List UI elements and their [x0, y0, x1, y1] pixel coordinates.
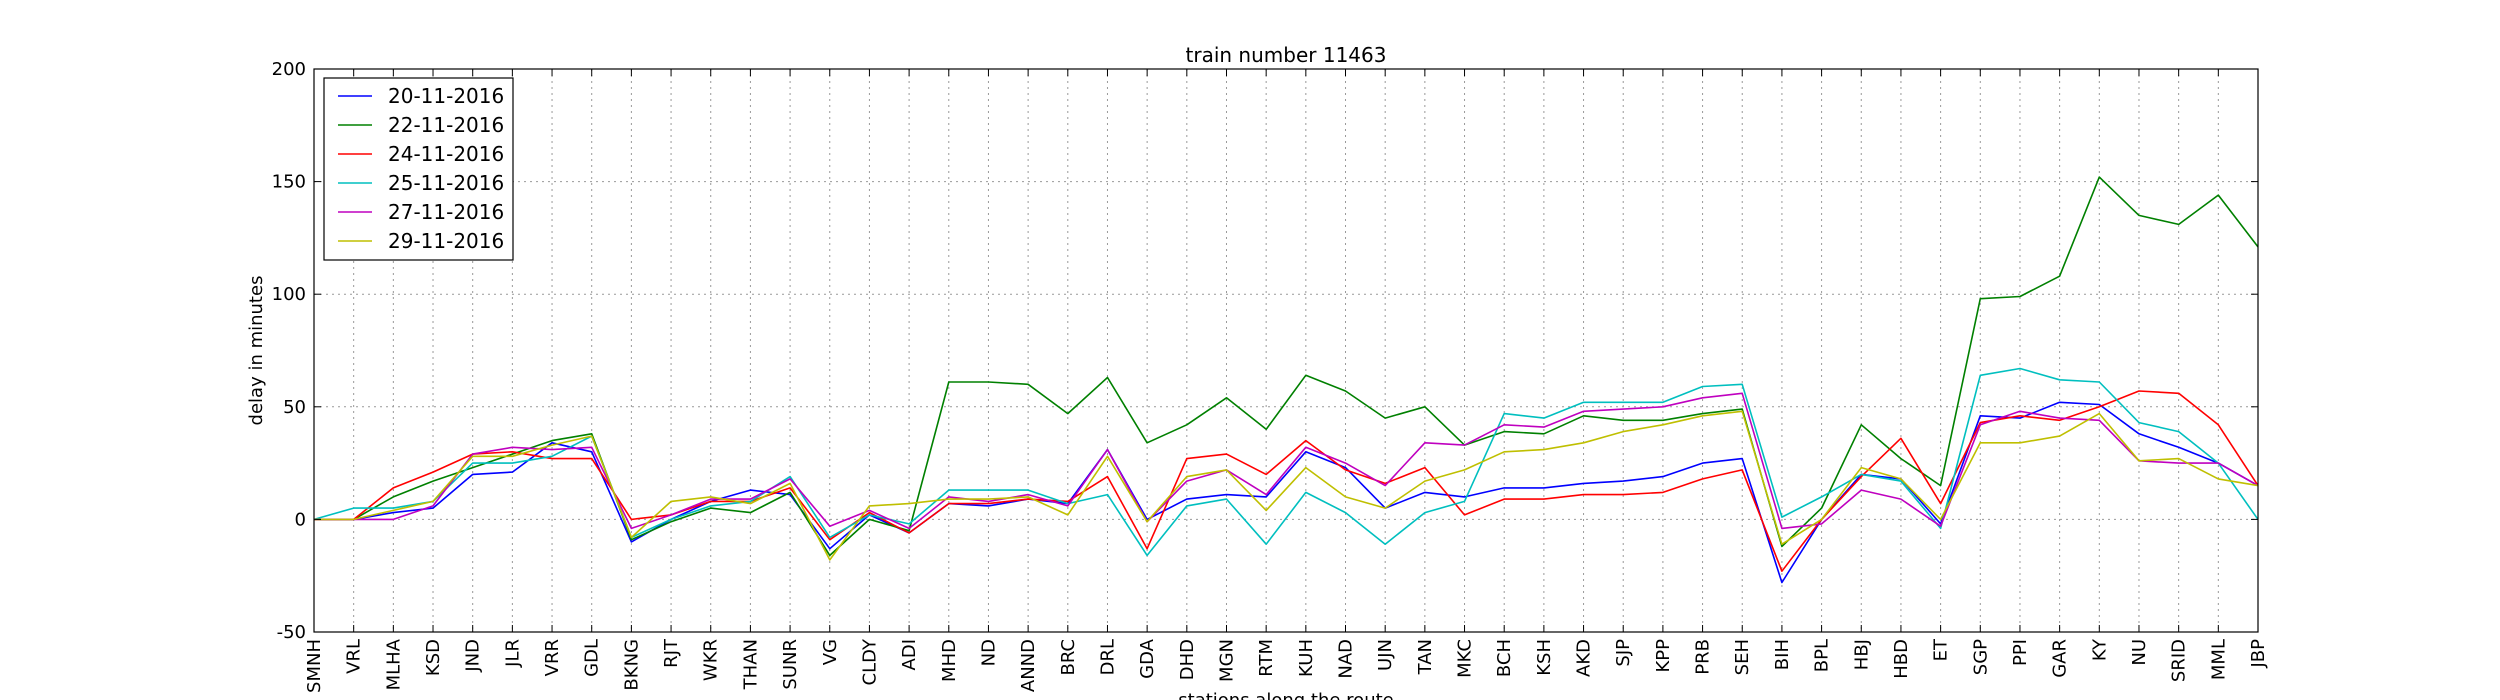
legend-box [323, 77, 514, 261]
x-tick-label: RJT [661, 638, 682, 668]
x-tick-label: TAN [1415, 639, 1436, 675]
y-tick-label: 50 [283, 397, 306, 418]
x-tick-label: VRR [542, 639, 563, 676]
y-tick-label: 0 [295, 509, 306, 530]
legend-label: 22-11-2016 [388, 113, 504, 137]
x-tick-label: ND [978, 639, 999, 666]
legend-label: 25-11-2016 [388, 171, 504, 195]
plot-frame [313, 68, 2259, 633]
x-tick-label: RTM [1256, 639, 1277, 677]
x-tick-label: THAN [740, 639, 761, 690]
x-tick-label: GAR [2050, 639, 2071, 678]
x-tick-label: PRB [1693, 639, 1714, 675]
x-tick-label: MLHA [383, 638, 404, 690]
x-tick-label: NAD [1336, 639, 1357, 679]
y-tick-label: 200 [272, 59, 306, 80]
x-tick-label: BIH [1772, 639, 1793, 670]
legend-label: 29-11-2016 [388, 229, 504, 253]
x-tick-label: VG [820, 639, 841, 665]
x-tick-label: BCH [1494, 639, 1515, 677]
legend-label: 27-11-2016 [388, 200, 504, 224]
x-tick-label: KSH [1534, 639, 1555, 676]
x-tick-label: HBJ [1851, 639, 1872, 670]
x-tick-label: BPL [1812, 639, 1833, 672]
x-tick-label: JLR [502, 639, 523, 668]
x-tick-label: SRID [2169, 639, 2190, 682]
x-tick-label: KSD [423, 639, 444, 676]
x-tick-label: JND [463, 639, 484, 673]
series-line [314, 410, 2259, 561]
x-tick-label: GDL [582, 639, 603, 677]
series-line [314, 390, 2259, 573]
x-tick-label: SJP [1613, 639, 1634, 667]
x-tick-label: SUNR [780, 639, 801, 690]
x-tick-label: HBD [1891, 639, 1912, 679]
x-tick-label: KY [2089, 638, 2110, 661]
series-line [314, 176, 2259, 557]
x-tick-label: DRL [1097, 639, 1118, 675]
x-tick-label: MKC [1455, 639, 1476, 678]
legend-label: 20-11-2016 [388, 84, 504, 108]
x-tick-label: BKNG [621, 639, 642, 691]
x-tick-label: ET [1931, 638, 1952, 661]
x-tick-label: MML [2208, 639, 2229, 680]
x-tick-label: PPI [2010, 639, 2031, 666]
legend: 20-11-2016 22-11-2016 24-11-2016 25-11-2016… [323, 77, 514, 261]
x-tick-label: CLDY [859, 638, 880, 685]
x-tick-label: SEH [1732, 639, 1753, 675]
y-tick-label: -50 [277, 622, 306, 643]
series-line [313, 367, 2259, 557]
x-axis-label: stations along the route [1178, 690, 1393, 700]
x-tick-label: UJN [1375, 639, 1396, 671]
x-tick-label: ADI [899, 639, 920, 670]
x-tick-label: MHD [939, 639, 960, 682]
x-tick-label: ANND [1018, 639, 1039, 692]
x-tick-label: GDA [1137, 638, 1158, 678]
x-tick-label: AKD [1574, 639, 1595, 677]
chart-title: train number 11463 [1186, 43, 1387, 67]
series-line [314, 401, 2259, 584]
y-axis-ticks: -50 0 50 100 150 200 [272, 59, 2258, 643]
x-tick-label: KUH [1296, 639, 1317, 677]
y-axis-label: delay in minutes [246, 276, 267, 426]
x-tick-label: VRL [344, 639, 365, 674]
grid-lines [313, 68, 2259, 633]
x-tick-label: JBP [2248, 639, 2269, 669]
y-tick-label: 150 [272, 172, 306, 193]
x-tick-label: SGP [1970, 639, 1991, 675]
x-tick-label: SMNH [304, 639, 325, 693]
x-tick-label: DHD [1177, 639, 1198, 680]
series-line [314, 392, 2259, 530]
x-tick-label: WKR [701, 639, 722, 681]
x-tick-label: BRC [1058, 639, 1079, 676]
series-lines [313, 176, 2259, 584]
x-axis-ticks: SMNH VRL MLHA KSD JND JLR VRR GDL BKNG RJT WKR THAN… [304, 69, 2269, 693]
y-tick-label: 100 [272, 284, 306, 305]
x-tick-label: KPP [1653, 639, 1674, 673]
x-tick-label: NU [2129, 639, 2150, 666]
x-tick-label: MGN [1216, 639, 1237, 682]
legend-label: 24-11-2016 [388, 142, 504, 166]
